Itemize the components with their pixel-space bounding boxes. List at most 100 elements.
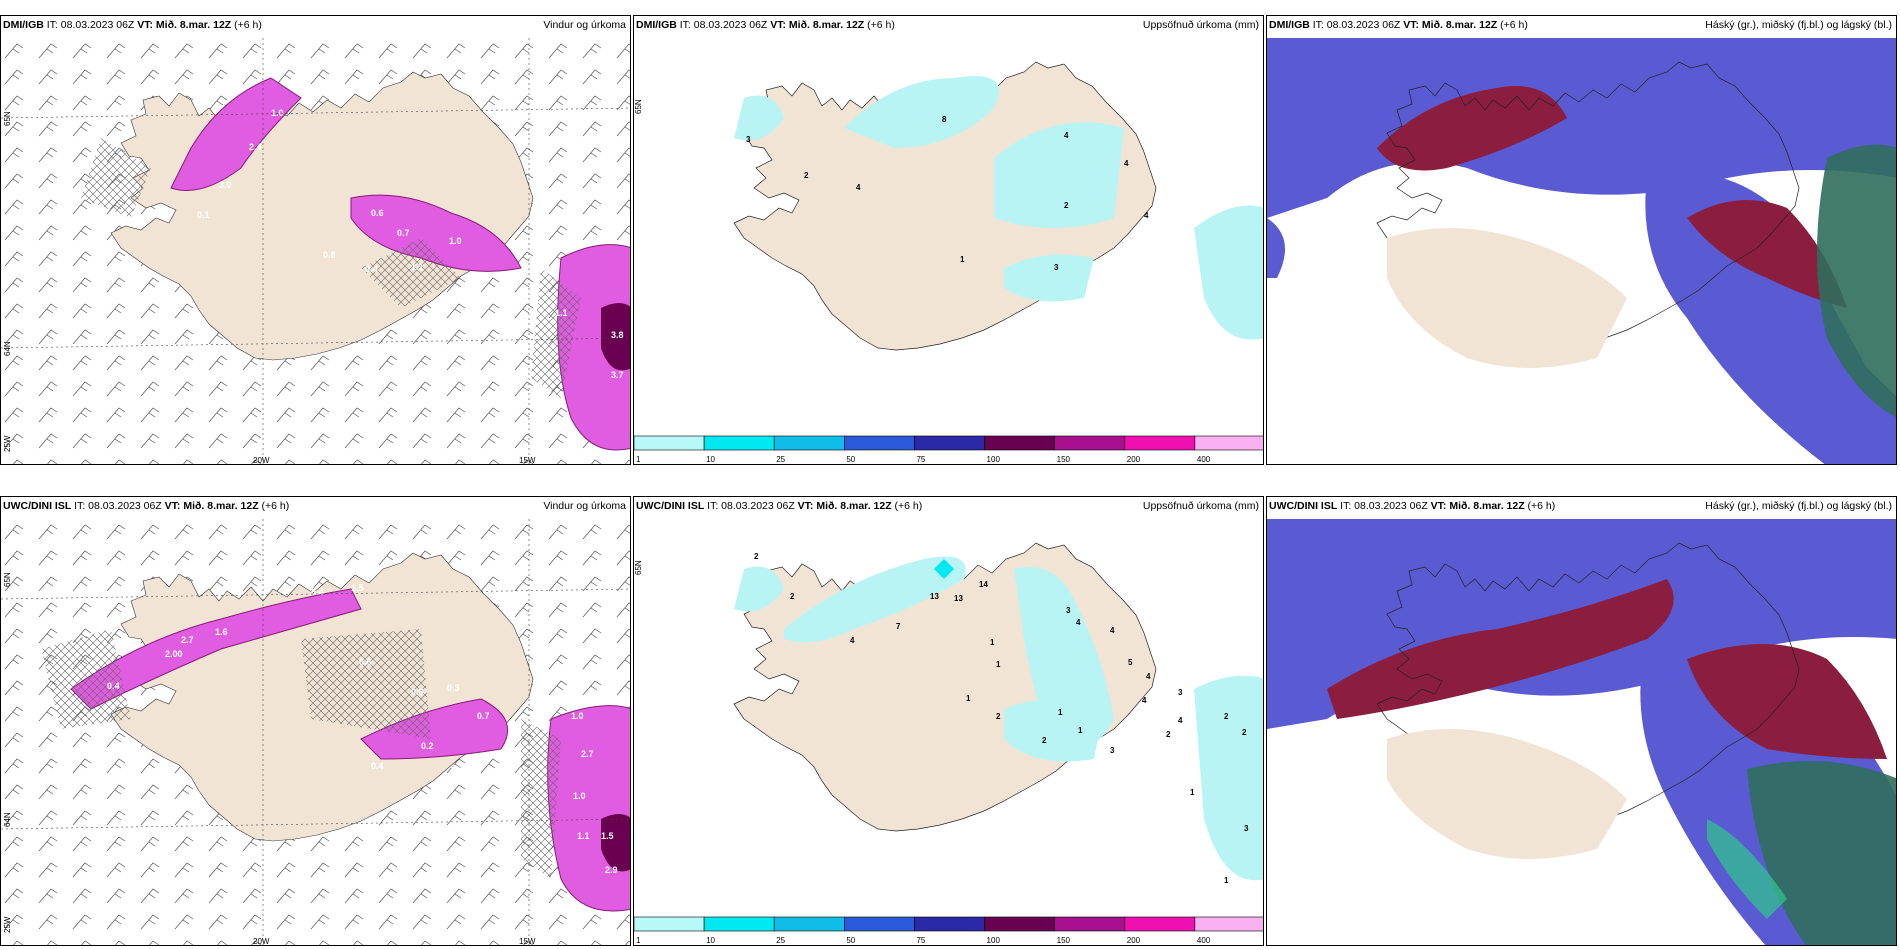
colorbar-swatch — [1054, 916, 1126, 932]
accum-label: 2 — [996, 712, 1001, 721]
accum-label: 3 — [1066, 606, 1071, 615]
precip-label: 0.4 — [107, 681, 120, 691]
panel-bottom-left: UWC/DINI ISL IT: 08.03.2023 06Z VT: Mið.… — [0, 496, 631, 946]
accum-label: 3 — [1054, 263, 1059, 272]
panel-header: DMI/IGB IT: 08.03.2023 06Z VT: Mið. 8.ma… — [1, 19, 630, 33]
panel-top-left: DMI/IGB IT: 08.03.2023 06Z VT: Mið. 8.ma… — [0, 15, 631, 465]
model-source: DMI/IGB — [1269, 19, 1310, 31]
lat-label-64n: 64N — [3, 341, 12, 356]
accum-label: 1 — [1224, 876, 1229, 885]
colorbar-tick: 400 — [1197, 936, 1211, 945]
precip-colorbar: 1 10 25 50 75 100 150 200 400 — [634, 916, 1263, 945]
accum-label: 4 — [1178, 716, 1183, 725]
accum-label: 13 — [930, 592, 939, 601]
accumulated-precip-map: 2 2 4 7 13 13 14 3 4 4 5 4 3 4 4 2 1 1 1… — [733, 542, 1263, 885]
lat-label-65n: 65N — [3, 111, 12, 126]
precip-label: 1.6 — [215, 627, 228, 637]
colorbar-swatch — [984, 916, 1055, 932]
precip-label: 0.3 — [447, 683, 460, 693]
valid-time: VT: Mið. 8.mar. 12Z — [770, 19, 865, 31]
valid-time: VT: Mið. 8.mar. 12Z — [1430, 500, 1525, 512]
colorbar-swatch — [703, 435, 775, 451]
panel-header: UWC/DINI ISL IT: 08.03.2023 06Z VT: Mið.… — [634, 500, 1263, 514]
lead-time: (+6 h) — [894, 500, 923, 512]
lon-label-20w: 20W — [253, 456, 270, 465]
accum-label: 3 — [746, 135, 751, 144]
panel-title: Uppsöfnuð úrkoma (mm) — [1142, 500, 1259, 512]
accum-label: 8 — [942, 115, 947, 124]
accum-label: 4 — [1144, 211, 1149, 220]
model-source: DMI/IGB — [636, 19, 677, 31]
lon-label-25w: 25W — [3, 435, 12, 452]
lead-time: (+6 h) — [1527, 500, 1556, 512]
accum-label: 3 — [1244, 824, 1249, 833]
accum-label: 4 — [1110, 626, 1115, 635]
accum-label: 5 — [1128, 658, 1133, 667]
lon-label-25w: 25W — [3, 916, 12, 933]
precip-label: 3.0 — [219, 180, 232, 190]
accum-label: 13 — [954, 594, 963, 603]
colorbar-tick: 150 — [1057, 936, 1071, 945]
accum-label: 4 — [1142, 696, 1147, 705]
colorbar-swatch — [634, 916, 705, 932]
panel-header: UWC/DINI ISL IT: 08.03.2023 06Z VT: Mið.… — [1267, 500, 1896, 514]
panel-title: Uppsöfnuð úrkoma (mm) — [1142, 19, 1259, 31]
colorbar-swatch — [1124, 435, 1196, 451]
colorbar-swatch — [1194, 435, 1263, 451]
precip-label: 0.6 — [371, 208, 384, 218]
precip-label: 0.4 — [311, 587, 324, 597]
lon-label-15w: 15W — [519, 937, 536, 946]
cloud-cover-map — [1267, 519, 1896, 945]
accum-label: 2 — [1042, 736, 1047, 745]
colorbar-tick: 100 — [987, 455, 1001, 464]
accum-label: 4 — [856, 183, 861, 192]
accum-label: 2 — [804, 171, 809, 180]
precip-label: 0.8 — [411, 687, 424, 697]
model-source: UWC/DINI ISL — [3, 500, 72, 512]
precip-label: 0.8 — [323, 250, 336, 260]
precip-label: 0.7 — [477, 711, 490, 721]
init-time: IT: 08.03.2023 06Z — [1340, 500, 1428, 512]
accum-label: 3 — [1178, 688, 1183, 697]
colorbar-tick: 10 — [706, 936, 715, 945]
lat-label-65n: 65N — [3, 572, 12, 587]
accum-label: 2 — [790, 592, 795, 601]
panel-header: UWC/DINI ISL IT: 08.03.2023 06Z VT: Mið.… — [1, 500, 630, 514]
colorbar-tick: 1 — [636, 455, 641, 464]
lon-label-15w: 15W — [519, 456, 536, 465]
accum-label: 7 — [896, 622, 901, 631]
colorbar-swatch — [1124, 916, 1196, 932]
precip-label: 1.0 — [271, 108, 284, 118]
lat-label-64n: 64N — [3, 812, 12, 827]
colorbar-tick: 25 — [776, 455, 785, 464]
panel-bottom-middle: UWC/DINI ISL IT: 08.03.2023 06Z VT: Mið.… — [633, 496, 1264, 946]
model-source: UWC/DINI ISL — [1269, 500, 1338, 512]
lon-label-20w: 20W — [253, 937, 270, 946]
colorbar-tick: 1 — [636, 936, 641, 945]
valid-time: VT: Mið. 8.mar. 12Z — [1403, 19, 1498, 31]
panel-title: Háský (gr.), miðský (fj.bl.) og lágský (… — [1705, 500, 1892, 512]
wind-precip-map: 1.0 2.4 3.0 0.1 0.6 0.7 1.0 1.1 0.4 0.8 … — [1, 38, 630, 464]
colorbar-tick: 100 — [987, 936, 1001, 945]
precip-label: 0.4 — [365, 264, 378, 274]
precip-label: 1.1 — [411, 262, 424, 272]
lead-time: (+6 h) — [234, 19, 262, 31]
precip-label: 0.4 — [371, 761, 384, 771]
precip-label: 2.4 — [249, 142, 262, 152]
colorbar-tick: 200 — [1127, 455, 1141, 464]
accum-label: 1 — [1190, 788, 1195, 797]
colorbar-swatch — [914, 916, 985, 932]
precip-label: 0.2 — [421, 741, 434, 751]
colorbar-swatch — [773, 916, 845, 932]
accum-label: 4 — [1124, 159, 1129, 168]
panel-title: Vindur og úrkoma — [543, 19, 626, 31]
lat-label-65n: 65N — [634, 99, 643, 114]
init-time: IT: 08.03.2023 06Z — [46, 19, 135, 31]
init-time: IT: 08.03.2023 06Z — [74, 500, 162, 512]
precip-label: 2.7 — [581, 749, 594, 759]
colorbar-tick: 200 — [1127, 936, 1141, 945]
colorbar-swatch — [773, 435, 845, 451]
wind-precip-map: 0.6 0.4 1.5 2.7 2.00 1.6 0.4 0.6 0.7 0.8… — [1, 519, 630, 945]
colorbar-tick: 25 — [776, 936, 785, 945]
valid-time: VT: Mið. 8.mar. 12Z — [797, 500, 892, 512]
